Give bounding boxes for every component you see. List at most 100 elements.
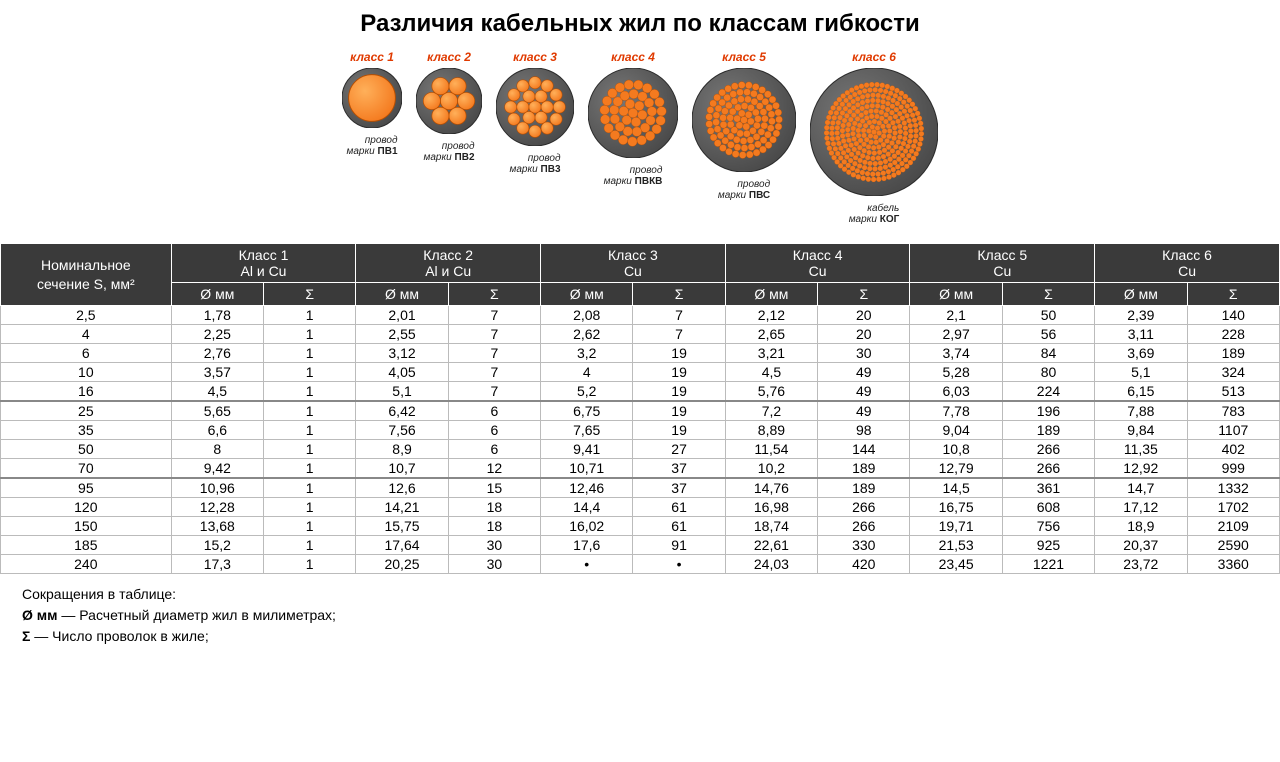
- cell: 189: [818, 459, 910, 479]
- cell: 12,6: [356, 478, 448, 498]
- table-row: 15013,68115,751816,026118,7426619,717561…: [1, 517, 1280, 536]
- col-class-6: Класс 6Cu: [1095, 244, 1280, 283]
- cell: 324: [1187, 363, 1280, 382]
- cell: 6: [448, 401, 540, 421]
- cell: 1: [263, 421, 355, 440]
- cell: 330: [818, 536, 910, 555]
- cell: 7,65: [541, 421, 633, 440]
- cell-section: 185: [1, 536, 172, 555]
- table-row: 18515,2117,643017,69122,6133021,5392520,…: [1, 536, 1280, 555]
- cell: 20: [818, 306, 910, 325]
- cell: 2,62: [541, 325, 633, 344]
- cell: 19: [633, 363, 725, 382]
- cable-class-3: класс 3 проводмарки ПВ3: [496, 50, 574, 175]
- cell: 6,03: [910, 382, 1002, 402]
- col-sigma: Σ: [1002, 283, 1094, 306]
- cable-icon: [342, 68, 402, 133]
- cable-class-label: класс 4: [611, 50, 655, 64]
- cell: 8,9: [356, 440, 448, 459]
- cell: 196: [1002, 401, 1094, 421]
- cell-section: 25: [1, 401, 172, 421]
- cell-section: 50: [1, 440, 172, 459]
- cell: 9,42: [171, 459, 263, 479]
- cell: 37: [633, 459, 725, 479]
- cell: 19: [633, 382, 725, 402]
- col-diam: Ø мм: [541, 283, 633, 306]
- cell: 11,54: [725, 440, 817, 459]
- cell: 361: [1002, 478, 1094, 498]
- cell: 3,69: [1095, 344, 1187, 363]
- cable-icon: [692, 68, 796, 177]
- cell: 2,25: [171, 325, 263, 344]
- cell: 999: [1187, 459, 1280, 479]
- cell: 3,57: [171, 363, 263, 382]
- cell: 420: [818, 555, 910, 574]
- cell: 2590: [1187, 536, 1280, 555]
- cable-class-5: класс 5 проводмарки ПВС: [692, 50, 796, 201]
- cell: 1: [263, 498, 355, 517]
- cell: 17,64: [356, 536, 448, 555]
- cell: 1: [263, 325, 355, 344]
- cell: 10,96: [171, 478, 263, 498]
- data-table: Номинальноесечение S, мм²Класс 1Al и CuК…: [0, 243, 1280, 574]
- cell: 5,76: [725, 382, 817, 402]
- cell-section: 6: [1, 344, 172, 363]
- cell: 1,78: [171, 306, 263, 325]
- cell: 6,42: [356, 401, 448, 421]
- cell: 2,08: [541, 306, 633, 325]
- cell: 24,03: [725, 555, 817, 574]
- col-diam: Ø мм: [356, 283, 448, 306]
- cell: 80: [1002, 363, 1094, 382]
- cell: 224: [1002, 382, 1094, 402]
- cell: 23,72: [1095, 555, 1187, 574]
- cell: 19: [633, 344, 725, 363]
- cell: 2,65: [725, 325, 817, 344]
- cell: 18,9: [1095, 517, 1187, 536]
- cell: 1702: [1187, 498, 1280, 517]
- cell: 4: [541, 363, 633, 382]
- legend-diam: Ø мм — Расчетный диаметр жил в милиметра…: [22, 605, 1280, 626]
- cell: 14,7: [1095, 478, 1187, 498]
- cell: •: [633, 555, 725, 574]
- cell: 266: [818, 498, 910, 517]
- cell: 7: [448, 306, 540, 325]
- col-diam: Ø мм: [725, 283, 817, 306]
- cell: 2,01: [356, 306, 448, 325]
- col-class-1: Класс 1Al и Cu: [171, 244, 356, 283]
- cell: 1107: [1187, 421, 1280, 440]
- cell-section: 10: [1, 363, 172, 382]
- cell: 84: [1002, 344, 1094, 363]
- cell: 10,2: [725, 459, 817, 479]
- cable-class-label: класс 2: [427, 50, 471, 64]
- cable-icon: [810, 68, 938, 201]
- cell: 12,92: [1095, 459, 1187, 479]
- cell: 608: [1002, 498, 1094, 517]
- legend: Сокращения в таблице: Ø мм — Расчетный д…: [0, 574, 1280, 647]
- col-diam: Ø мм: [171, 283, 263, 306]
- cell: 1: [263, 536, 355, 555]
- cell: 12,28: [171, 498, 263, 517]
- cell: 19: [633, 421, 725, 440]
- cell: 1: [263, 401, 355, 421]
- cell: 17,12: [1095, 498, 1187, 517]
- cell: 13,68: [171, 517, 263, 536]
- cell: •: [541, 555, 633, 574]
- cell: 22,61: [725, 536, 817, 555]
- cell: 2,12: [725, 306, 817, 325]
- cable-class-label: класс 6: [852, 50, 896, 64]
- table-row: 12012,28114,211814,46116,9826616,7560817…: [1, 498, 1280, 517]
- cable-class-label: класс 1: [350, 50, 394, 64]
- cell: 144: [818, 440, 910, 459]
- cell: 1: [263, 555, 355, 574]
- cell: 2,1: [910, 306, 1002, 325]
- cell: 20,25: [356, 555, 448, 574]
- cell: 3,2: [541, 344, 633, 363]
- cable-class-6: класс 6 кабельмарки КОГ: [810, 50, 938, 225]
- cell: 19,71: [910, 517, 1002, 536]
- cell: 6,6: [171, 421, 263, 440]
- cable-class-1: класс 1 проводмарки ПВ1: [342, 50, 402, 157]
- col-sigma: Σ: [263, 283, 355, 306]
- cell: 12: [448, 459, 540, 479]
- cell-section: 35: [1, 421, 172, 440]
- cell: 12,79: [910, 459, 1002, 479]
